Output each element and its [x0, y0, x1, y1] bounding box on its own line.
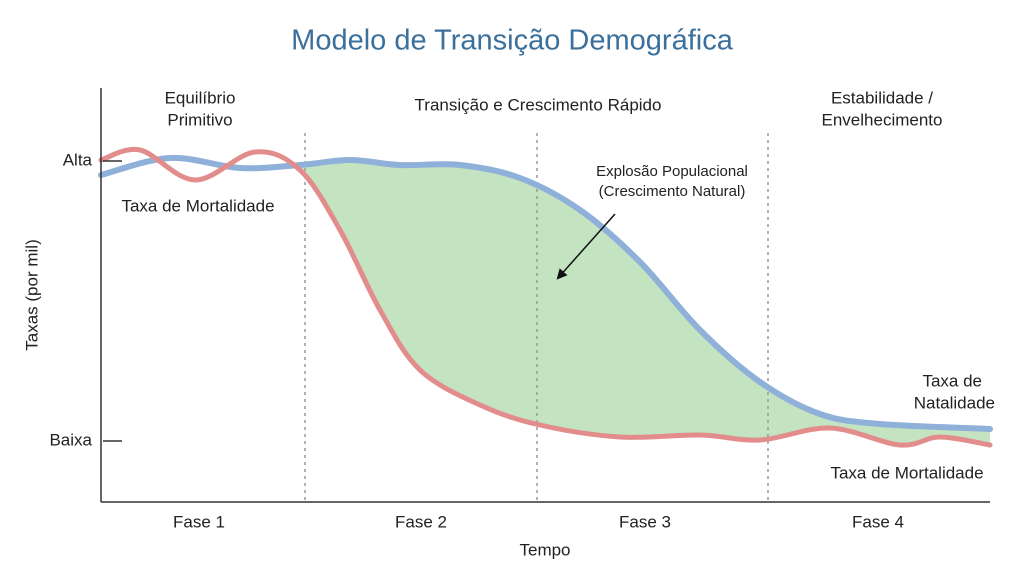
y-tick-label: Baixa: [49, 430, 92, 449]
phase-header: Primitivo: [167, 110, 232, 129]
phase-label: Fase 4: [852, 512, 904, 531]
annotation: Explosão Populacional: [596, 163, 748, 180]
curve-label: Taxa de: [922, 371, 982, 390]
curve-label: Taxa de Mortalidade: [830, 463, 983, 482]
natality-curve: [98, 154, 993, 432]
y-axis-label: Taxas (por mil): [22, 239, 41, 350]
mortality-curve: [98, 146, 993, 448]
axes: [100, 88, 990, 503]
curve-label: Natalidade: [914, 393, 995, 412]
phase-label: Fase 3: [619, 512, 671, 531]
phase-dividers: [304, 133, 769, 500]
annotation-arrow: [556, 213, 616, 280]
y-tick-label: Alta: [63, 150, 93, 169]
phase-label: Fase 2: [395, 512, 447, 531]
growth-area: [300, 160, 990, 446]
phase-header: Estabilidade /: [831, 88, 933, 107]
phase-header: Envelhecimento: [822, 110, 943, 129]
curve-label: Taxa de Mortalidade: [121, 196, 274, 215]
phase-header: Transição e Crescimento Rápido: [415, 95, 662, 114]
title: Modelo de Transição Demográfica: [291, 25, 734, 57]
x-axis-label: Tempo: [519, 540, 570, 559]
phase-header: Equilíbrio: [165, 88, 236, 107]
annotation: (Crescimento Natural): [599, 183, 746, 200]
phase-label: Fase 1: [173, 512, 225, 531]
